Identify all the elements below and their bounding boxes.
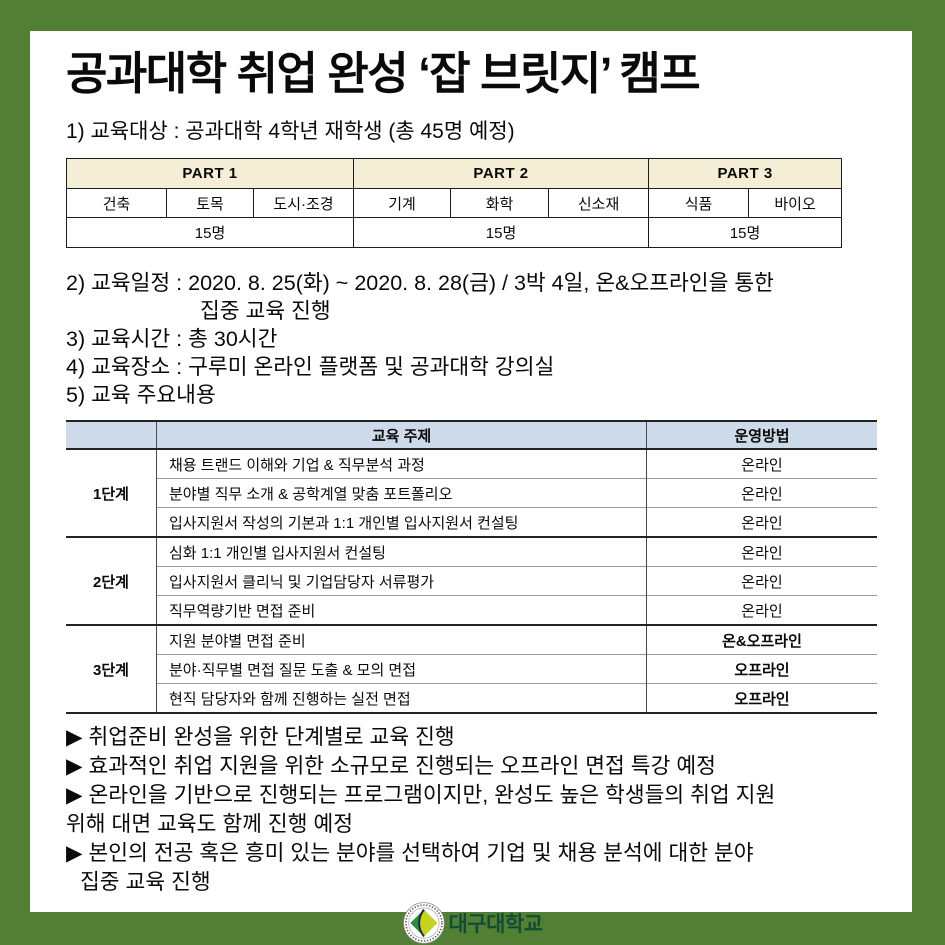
count-cell: 15명 [648, 217, 843, 249]
count-cell: 15명 [353, 217, 650, 249]
curriculum-header-row: 교육 주제 운영방법 [66, 420, 877, 451]
major-cell: 바이오 [748, 188, 843, 219]
topic-cell: 심화 1:1 개인별 입사지원서 컨설팅 [156, 536, 647, 567]
info-item-target: 1) 교육대상 : 공과대학 4학년 재학생 (총 45명 예정) [66, 120, 515, 144]
stage-cell: 1단계 [66, 448, 157, 538]
note-line-continuation: 위해 대면 교육도 함께 진행 예정 [66, 812, 354, 837]
method-cell: 온라인 [646, 507, 877, 538]
part1-header: PART 1 [65, 158, 355, 190]
method-cell: 온라인 [646, 448, 877, 479]
topic-cell: 채용 트랜드 이해와 기업 & 직무분석 과정 [156, 448, 647, 479]
university-name: 대구대학교 [448, 913, 543, 936]
majors-row: 건축 토목 도시·조경 기계 화학 신소재 식품 바이오 [66, 188, 843, 219]
topic-header: 교육 주제 [156, 420, 647, 451]
table-row: 현직 담당자와 함께 진행하는 실전 면접 오프라인 [66, 683, 877, 714]
note-line: ▶ 효과적인 취업 지원을 위한 소규모로 진행되는 오프라인 면접 특강 예정 [66, 754, 716, 779]
method-cell: 온라인 [646, 566, 877, 596]
curriculum-table: 교육 주제 운영방법 1단계 채용 트랜드 이해와 기업 & 직무분석 과정 온… [66, 420, 877, 715]
stage-cell: 3단계 [66, 624, 157, 714]
note-line: ▶ 취업준비 완성을 위한 단계별로 교육 진행 [66, 725, 455, 750]
count-row: 15명 15명 15명 [65, 217, 843, 249]
parts-table: PART 1 PART 2 PART 3 건축 토목 도시·조경 기계 화학 신… [65, 158, 843, 249]
topic-cell: 현직 담당자와 함께 진행하는 실전 면접 [156, 683, 647, 714]
note-line: ▶ 본인의 전공 혹은 흥미 있는 분야를 선택하여 기업 및 채용 분석에 대… [66, 841, 754, 866]
content-area: 공과대학 취업 완성 ‘잡 브릿지’ 캠프 1) 교육대상 : 공과대학 4학년… [30, 31, 912, 912]
topic-cell: 직무역량기반 면접 준비 [156, 595, 647, 626]
parts-header-row: PART 1 PART 2 PART 3 [65, 158, 843, 190]
university-logo: 대구대학교 [402, 902, 543, 944]
major-cell: 도시·조경 [252, 188, 355, 219]
note-line: ▶ 온라인을 기반으로 진행되는 프로그램이지만, 완성도 높은 학생들의 취업… [66, 783, 776, 808]
info-item-hours: 3) 교육시간 : 총 30시간 [66, 327, 278, 352]
info-item-schedule: 2) 교육일정 : 2020. 8. 25(화) ~ 2020. 8. 28(금… [66, 271, 774, 296]
major-cell: 건축 [66, 188, 167, 219]
table-row: 직무역량기반 면접 준비 온라인 [66, 595, 877, 626]
notes-list: ▶ 취업준비 완성을 위한 단계별로 교육 진행 ▶ 효과적인 취업 지원을 위… [66, 723, 912, 897]
topic-cell: 입사지원서 클리닉 및 기업담당자 서류평가 [156, 566, 647, 596]
stage-cell: 2단계 [66, 536, 157, 626]
part2-header: PART 2 [353, 158, 650, 190]
major-cell: 신소재 [548, 188, 650, 219]
table-row: 2단계 심화 1:1 개인별 입사지원서 컨설팅 온라인 [66, 536, 877, 626]
university-emblem-icon [402, 902, 445, 944]
info-item-schedule-cont: 집중 교육 진행 [200, 299, 331, 324]
table-row: 입사지원서 작성의 기본과 1:1 개인별 입사지원서 컨설팅 온라인 [66, 507, 877, 538]
method-cell: 오프라인 [646, 654, 877, 684]
info-item-contents: 5) 교육 주요내용 [66, 383, 216, 408]
note-line-continuation: 집중 교육 진행 [80, 870, 211, 895]
major-cell: 기계 [353, 188, 452, 219]
stage-header [66, 420, 157, 451]
table-row: 3단계 지원 분야별 면접 준비 온&오프라인 [66, 624, 877, 714]
method-cell: 온라인 [646, 595, 877, 626]
info-list: 2) 교육일정 : 2020. 8. 25(화) ~ 2020. 8. 28(금… [66, 269, 912, 409]
table-row: 입사지원서 클리닉 및 기업담당자 서류평가 온라인 [66, 566, 877, 596]
page-title: 공과대학 취업 완성 ‘잡 브릿지’ 캠프 [66, 48, 701, 99]
method-cell: 온라인 [646, 536, 877, 567]
table-row: 1단계 채용 트랜드 이해와 기업 & 직무분석 과정 온라인 [66, 448, 877, 538]
topic-cell: 분야별 직무 소개 & 공학계열 맞춤 포트폴리오 [156, 478, 647, 508]
topic-cell: 지원 분야별 면접 준비 [156, 624, 647, 655]
method-header: 운영방법 [646, 420, 877, 451]
part3-header: PART 3 [648, 158, 843, 190]
major-cell: 토목 [166, 188, 254, 219]
method-cell: 온&오프라인 [646, 624, 877, 655]
count-cell: 15명 [65, 217, 355, 249]
major-cell: 식품 [648, 188, 750, 219]
method-cell: 온라인 [646, 478, 877, 508]
topic-cell: 분야·직무별 면접 질문 도출 & 모의 면접 [156, 654, 647, 684]
topic-cell: 입사지원서 작성의 기본과 1:1 개인별 입사지원서 컨설팅 [156, 507, 647, 538]
method-cell: 오프라인 [646, 683, 877, 714]
major-cell: 화학 [450, 188, 550, 219]
table-row: 분야별 직무 소개 & 공학계열 맞춤 포트폴리오 온라인 [66, 478, 877, 508]
info-item-place: 4) 교육장소 : 구루미 온라인 플랫폼 및 공과대학 강의실 [66, 355, 555, 380]
table-row: 분야·직무별 면접 질문 도출 & 모의 면접 오프라인 [66, 654, 877, 684]
